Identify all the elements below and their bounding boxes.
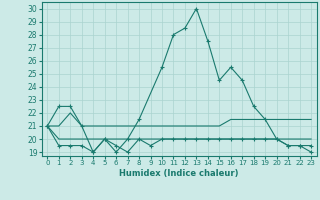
X-axis label: Humidex (Indice chaleur): Humidex (Indice chaleur) — [119, 169, 239, 178]
